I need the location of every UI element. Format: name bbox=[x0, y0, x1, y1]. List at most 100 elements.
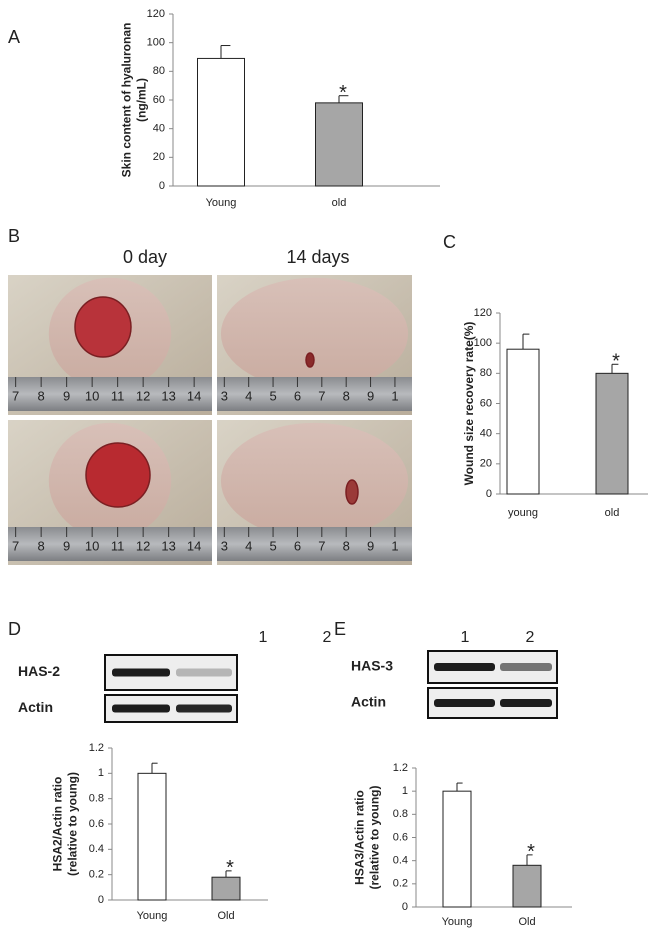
ruler-number: 6 bbox=[294, 388, 301, 403]
ruler-number: 7 bbox=[12, 538, 19, 553]
ruler-number: 9 bbox=[367, 538, 374, 553]
ruler-number: 5 bbox=[269, 538, 276, 553]
y-tick-label: 1 bbox=[402, 785, 408, 797]
y-tick-label: 0.4 bbox=[393, 855, 408, 867]
wound bbox=[74, 296, 132, 358]
y-tick-label: 80 bbox=[480, 367, 492, 379]
ruler-number: 14 bbox=[187, 388, 201, 403]
ruler bbox=[8, 527, 212, 561]
bar bbox=[442, 790, 472, 908]
photo-label: 0 day bbox=[123, 247, 167, 267]
ruler-number: 4 bbox=[245, 388, 252, 403]
y-tick-label: 0 bbox=[402, 901, 408, 913]
ruler-number: 8 bbox=[343, 538, 350, 553]
blot-row-label: HAS-3 bbox=[351, 658, 393, 674]
bar bbox=[211, 876, 241, 901]
y-tick-label: 0.4 bbox=[89, 843, 104, 855]
ruler-number: 8 bbox=[38, 388, 45, 403]
y-axis-label: HSA2/Actin ratio bbox=[51, 777, 65, 872]
panel-label: A bbox=[8, 27, 20, 47]
ruler bbox=[217, 377, 412, 411]
ruler-number: 7 bbox=[318, 388, 325, 403]
ruler-number: 8 bbox=[38, 538, 45, 553]
ruler-number: 7 bbox=[318, 538, 325, 553]
significance-marker: * bbox=[612, 351, 620, 373]
blots: 1 2 HAS-2 Actin 1 2 HAS-3 Actin bbox=[18, 629, 558, 723]
ruler-number: 14 bbox=[187, 538, 201, 553]
ruler-number: 9 bbox=[63, 388, 70, 403]
y-tick-label: 0 bbox=[98, 894, 104, 906]
ruler bbox=[217, 527, 412, 561]
wound bbox=[345, 479, 359, 505]
ruler-number: 4 bbox=[245, 538, 252, 553]
panel-label: E bbox=[334, 619, 346, 639]
bar bbox=[506, 348, 540, 495]
ruler-number: 1 bbox=[391, 538, 398, 553]
y-tick-label: 0.2 bbox=[393, 878, 408, 890]
x-tick-label: old bbox=[332, 197, 347, 209]
y-tick-label: 20 bbox=[480, 458, 492, 470]
ruler-number: 13 bbox=[161, 538, 175, 553]
y-tick-label: 1 bbox=[98, 767, 104, 779]
y-tick-label: 60 bbox=[480, 397, 492, 409]
significance-marker: * bbox=[339, 82, 347, 104]
bar bbox=[315, 102, 363, 187]
photos: 7 8 9 10 11 12 13 14 3 4 5 6 7 8 9 1 7 8 9 10 11 12 13 14 3 4 5 6 7 8… bbox=[8, 275, 412, 565]
x-tick-label: old bbox=[605, 507, 620, 519]
wound bbox=[85, 442, 151, 508]
skin bbox=[220, 277, 409, 390]
y-tick-label: 0.6 bbox=[89, 818, 104, 830]
y-axis-label: Skin content of hyaluronan bbox=[120, 23, 134, 178]
y-axis-label: (relative to young) bbox=[66, 772, 80, 876]
band bbox=[176, 668, 232, 677]
y-tick-label: 120 bbox=[474, 307, 492, 319]
y-axis-label: HSA3/Actin ratio bbox=[353, 790, 367, 885]
ruler-number: 9 bbox=[367, 388, 374, 403]
y-tick-label: 40 bbox=[153, 123, 165, 135]
band bbox=[434, 663, 495, 671]
ruler-number: 6 bbox=[294, 538, 301, 553]
ruler-number: 12 bbox=[136, 388, 150, 403]
y-tick-label: 0.2 bbox=[89, 869, 104, 881]
significance-marker: * bbox=[226, 857, 234, 879]
ruler-number: 8 bbox=[343, 388, 350, 403]
y-tick-label: 0.6 bbox=[393, 831, 408, 843]
y-axis-label: Wound size recovery rate(%) bbox=[462, 322, 476, 486]
y-tick-label: 120 bbox=[147, 8, 165, 20]
band bbox=[434, 699, 495, 707]
y-tick-label: 20 bbox=[153, 151, 165, 163]
ruler-number: 10 bbox=[85, 538, 99, 553]
x-tick-label: Old bbox=[217, 910, 234, 922]
photo-label: 14 days bbox=[286, 247, 349, 267]
ruler-number: 3 bbox=[221, 388, 228, 403]
blot-row-label: Actin bbox=[18, 699, 53, 715]
ruler-number: 12 bbox=[136, 538, 150, 553]
y-tick-label: 0 bbox=[159, 180, 165, 192]
panel-label: C bbox=[443, 232, 456, 252]
y-tick-label: 40 bbox=[480, 428, 492, 440]
wound bbox=[305, 352, 315, 368]
ruler-number: 7 bbox=[12, 388, 19, 403]
panel-label: B bbox=[8, 226, 20, 246]
x-tick-label: Young bbox=[442, 916, 473, 928]
bar bbox=[137, 772, 167, 901]
blot-row-label: HAS-2 bbox=[18, 663, 60, 679]
bar bbox=[197, 57, 245, 187]
band bbox=[112, 668, 170, 677]
y-tick-label: 100 bbox=[474, 337, 492, 349]
panel-label: D bbox=[8, 619, 21, 639]
lane-label: 1 bbox=[259, 629, 268, 646]
y-tick-label: 0.8 bbox=[89, 793, 104, 805]
x-tick-label: Young bbox=[137, 910, 168, 922]
x-tick-label: Old bbox=[518, 916, 535, 928]
y-tick-label: 80 bbox=[153, 65, 165, 77]
y-tick-label: 0 bbox=[486, 488, 492, 500]
lane-label: 1 bbox=[461, 629, 470, 646]
ruler-number: 13 bbox=[161, 388, 175, 403]
x-tick-label: young bbox=[508, 507, 538, 519]
bar bbox=[512, 864, 542, 908]
blot-row-label: Actin bbox=[351, 694, 386, 710]
y-tick-label: 1.2 bbox=[393, 762, 408, 774]
band bbox=[500, 663, 552, 671]
